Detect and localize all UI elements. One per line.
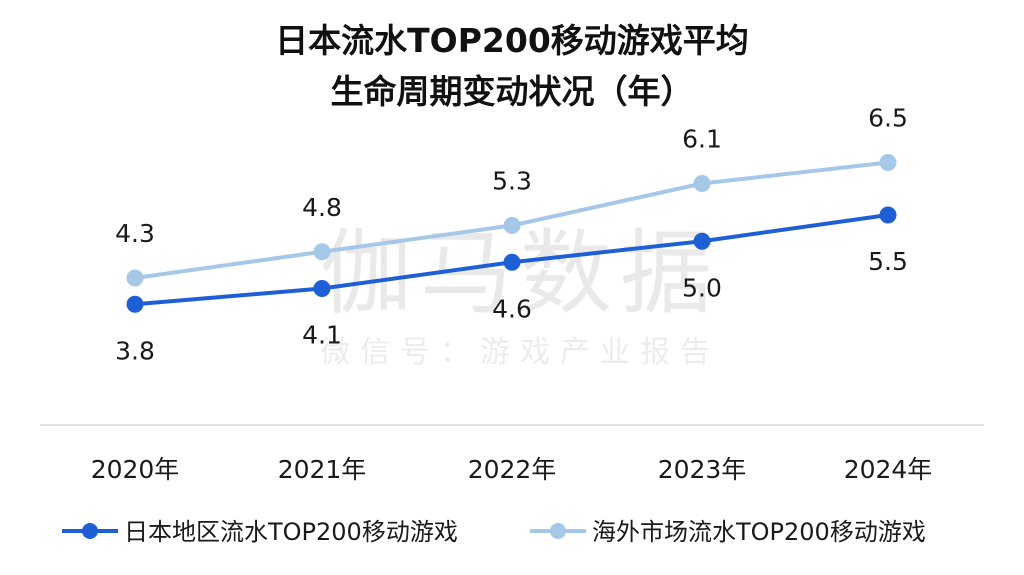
series-1: 3.8 4.1 4.6 5.0 5.5 xyxy=(115,206,908,365)
watermark-brand: 伽马数据 xyxy=(320,220,720,327)
legend-marker xyxy=(82,523,98,539)
data-label: 4.1 xyxy=(302,321,342,350)
legend-label: 日本地区流水TOP200移动游戏 xyxy=(124,518,458,546)
data-label: 5.0 xyxy=(682,273,722,302)
data-point xyxy=(126,269,144,287)
watermark: 伽马数据 微信号：游戏产业报告 xyxy=(320,220,720,370)
data-label: 4.6 xyxy=(492,294,532,323)
data-label: 5.5 xyxy=(868,247,908,276)
legend: 日本地区流水TOP200移动游戏 海外市场流水TOP200移动游戏 xyxy=(62,518,926,546)
series-2: 4.3 4.8 5.3 6.1 6.5 xyxy=(115,104,908,287)
x-tick-label: 2022年 xyxy=(468,455,557,484)
data-point xyxy=(693,175,711,192)
data-point xyxy=(879,206,897,224)
legend-item-1: 日本地区流水TOP200移动游戏 xyxy=(62,518,458,546)
data-point xyxy=(503,217,521,234)
watermark-subtitle: 微信号：游戏产业报告 xyxy=(320,335,720,370)
data-label: 6.1 xyxy=(682,125,722,154)
data-point xyxy=(313,280,331,297)
chart-title: 日本流水TOP200移动游戏平均 生命周期变动状况（年） xyxy=(275,21,749,111)
x-tick-label: 2024年 xyxy=(844,455,933,484)
x-axis-tick-labels: 2020年 2021年 2022年 2023年 2024年 xyxy=(91,455,933,484)
legend-item-2: 海外市场流水TOP200移动游戏 xyxy=(530,518,926,546)
legend-label: 海外市场流水TOP200移动游戏 xyxy=(592,518,926,546)
data-label: 4.3 xyxy=(115,219,155,248)
chart-title-line-2: 生命周期变动状况（年） xyxy=(331,72,694,111)
data-point xyxy=(126,295,144,313)
data-point xyxy=(879,154,897,171)
series-layer: 4.3 4.8 5.3 6.1 6.5 3.8 4.1 4.6 5.0 5.5 xyxy=(115,104,908,366)
x-tick-label: 2020年 xyxy=(91,455,180,484)
data-point xyxy=(313,243,331,261)
data-point xyxy=(503,253,521,271)
legend-marker xyxy=(550,523,566,539)
data-label: 6.5 xyxy=(868,104,908,133)
data-label: 5.3 xyxy=(492,167,532,196)
x-tick-label: 2023年 xyxy=(658,455,747,484)
data-label: 3.8 xyxy=(115,336,155,365)
data-label: 4.8 xyxy=(302,193,342,222)
x-tick-label: 2021年 xyxy=(278,455,367,484)
data-point xyxy=(693,232,711,250)
chart-title-line-1: 日本流水TOP200移动游戏平均 xyxy=(275,21,749,60)
